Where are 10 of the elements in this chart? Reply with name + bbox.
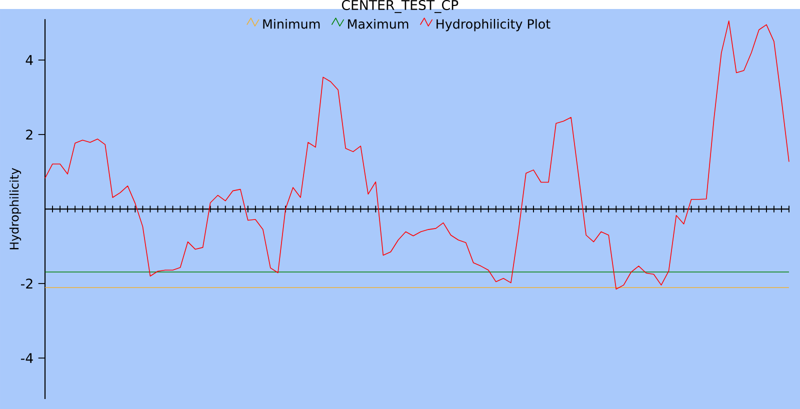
legend-label: Minimum	[263, 18, 320, 29]
y-tick-label: 4	[26, 55, 33, 65]
y-tick-label: -4	[20, 353, 33, 363]
line-series	[44, 20, 790, 290]
chart-title: CENTER_TEST_CP	[342, 0, 458, 14]
y-axis-title: Hydrophilicity	[9, 168, 22, 250]
y-tick-label: -2	[20, 278, 32, 288]
legend-label: Maximum	[348, 18, 408, 29]
legend-label: Hydrophilicity Plot	[436, 18, 550, 32]
y-tick-label: 2	[26, 130, 32, 140]
